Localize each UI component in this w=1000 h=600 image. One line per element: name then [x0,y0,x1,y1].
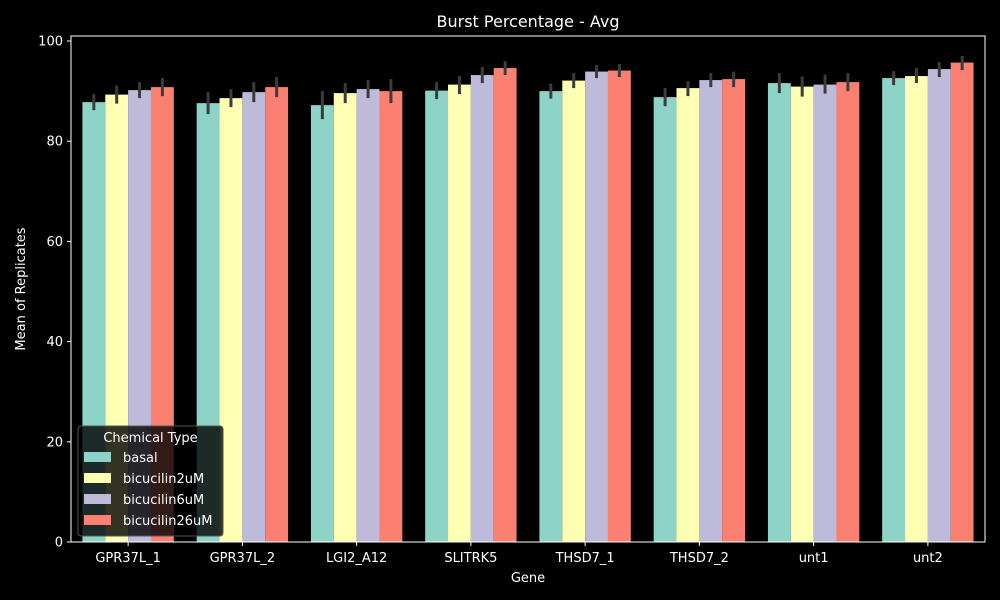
legend: Chemical Type basal bicucilin2uM bicucilin6… [77,425,224,537]
bar-bicucilin6uM-GPR37L_2 [242,92,266,542]
x-tick-label: unt1 [799,551,829,566]
x-tick-label: LGI2_A12 [326,551,387,566]
bar-basal-THSD7_1 [539,91,563,542]
bar-basal-unt2 [882,78,906,543]
y-tick-label: 100 [38,35,63,50]
y-tick-label: 60 [46,235,63,250]
legend-box [77,425,224,537]
bar-bicucilin26uM-THSD7_2 [722,79,746,543]
bar-bicucilin2uM-THSD7_2 [676,88,700,543]
x-tick-label: THSD7_2 [669,551,729,566]
bar-bicucilin26uM-unt2 [950,62,974,542]
bar-bicucilin6uM-unt2 [927,69,951,543]
bar-bicucilin6uM-LGI2_A12 [356,89,380,542]
legend-label-bicucilin26uM: bicucilin26uM [123,514,212,529]
y-axis-label: Mean of Replicates [14,227,29,350]
bar-bicucilin6uM-THSD7_2 [699,80,723,542]
legend-label-basal: basal [123,451,158,466]
bar-basal-THSD7_2 [653,97,677,542]
bar-bicucilin2uM-LGI2_A12 [333,93,357,543]
x-axis-label: Gene [511,571,545,586]
legend-label-bicucilin2uM: bicucilin2uM [123,472,204,487]
legend-label-bicucilin6uM: bicucilin6uM [123,493,204,508]
y-tick-label: 80 [46,135,63,150]
bar-bicucilin6uM-SLITRK5 [470,75,494,543]
chart-title: Burst Percentage - Avg [437,12,620,31]
axes-frame [70,35,986,543]
legend-title: Chemical Type [103,431,197,446]
error-bars-group [92,56,964,120]
y-tick-label: 40 [46,335,63,350]
bar-bicucilin26uM-unt1 [836,82,860,542]
x-tick-label: SLITRK5 [444,551,497,566]
x-tick-label: GPR37L_2 [210,551,276,566]
bar-bicucilin2uM-unt2 [905,76,928,542]
x-tick-label: THSD7_1 [555,551,615,566]
bar-basal-unt1 [767,83,791,542]
bar-bicucilin2uM-unt1 [790,86,814,542]
y-tick-label: 20 [46,435,63,450]
bar-bicucilin2uM-THSD7_1 [562,80,586,542]
legend-swatch-bicucilin2uM [84,473,111,483]
bar-bicucilin2uM-SLITRK5 [448,84,471,542]
y-tick-label: 0 [55,536,63,551]
bar-bicucilin26uM-SLITRK5 [493,68,517,543]
legend-swatch-bicucilin6uM [84,494,111,504]
bar-bicucilin6uM-unt1 [813,84,837,542]
bar-basal-LGI2_A12 [310,105,334,543]
axes-group: 0 20 40 60 80 100 GPR37L_1 GPR37L_2 LGI2_A12 SLIT… [38,35,986,566]
x-tick-label: unt2 [913,551,943,566]
bar-basal-SLITRK5 [425,90,449,543]
bar-bicucilin6uM-THSD7_1 [585,71,608,542]
bar-bicucilin26uM-LGI2_A12 [379,91,403,542]
legend-swatch-basal [84,452,111,462]
bars-group [82,62,974,543]
legend-swatch-bicucilin26uM [84,515,111,525]
bar-bicucilin2uM-GPR37L_2 [219,98,243,542]
bar-bicucilin26uM-THSD7_1 [607,70,631,543]
bar-bicucilin26uM-GPR37L_2 [265,87,289,543]
x-tick-label: GPR37L_1 [95,551,161,566]
